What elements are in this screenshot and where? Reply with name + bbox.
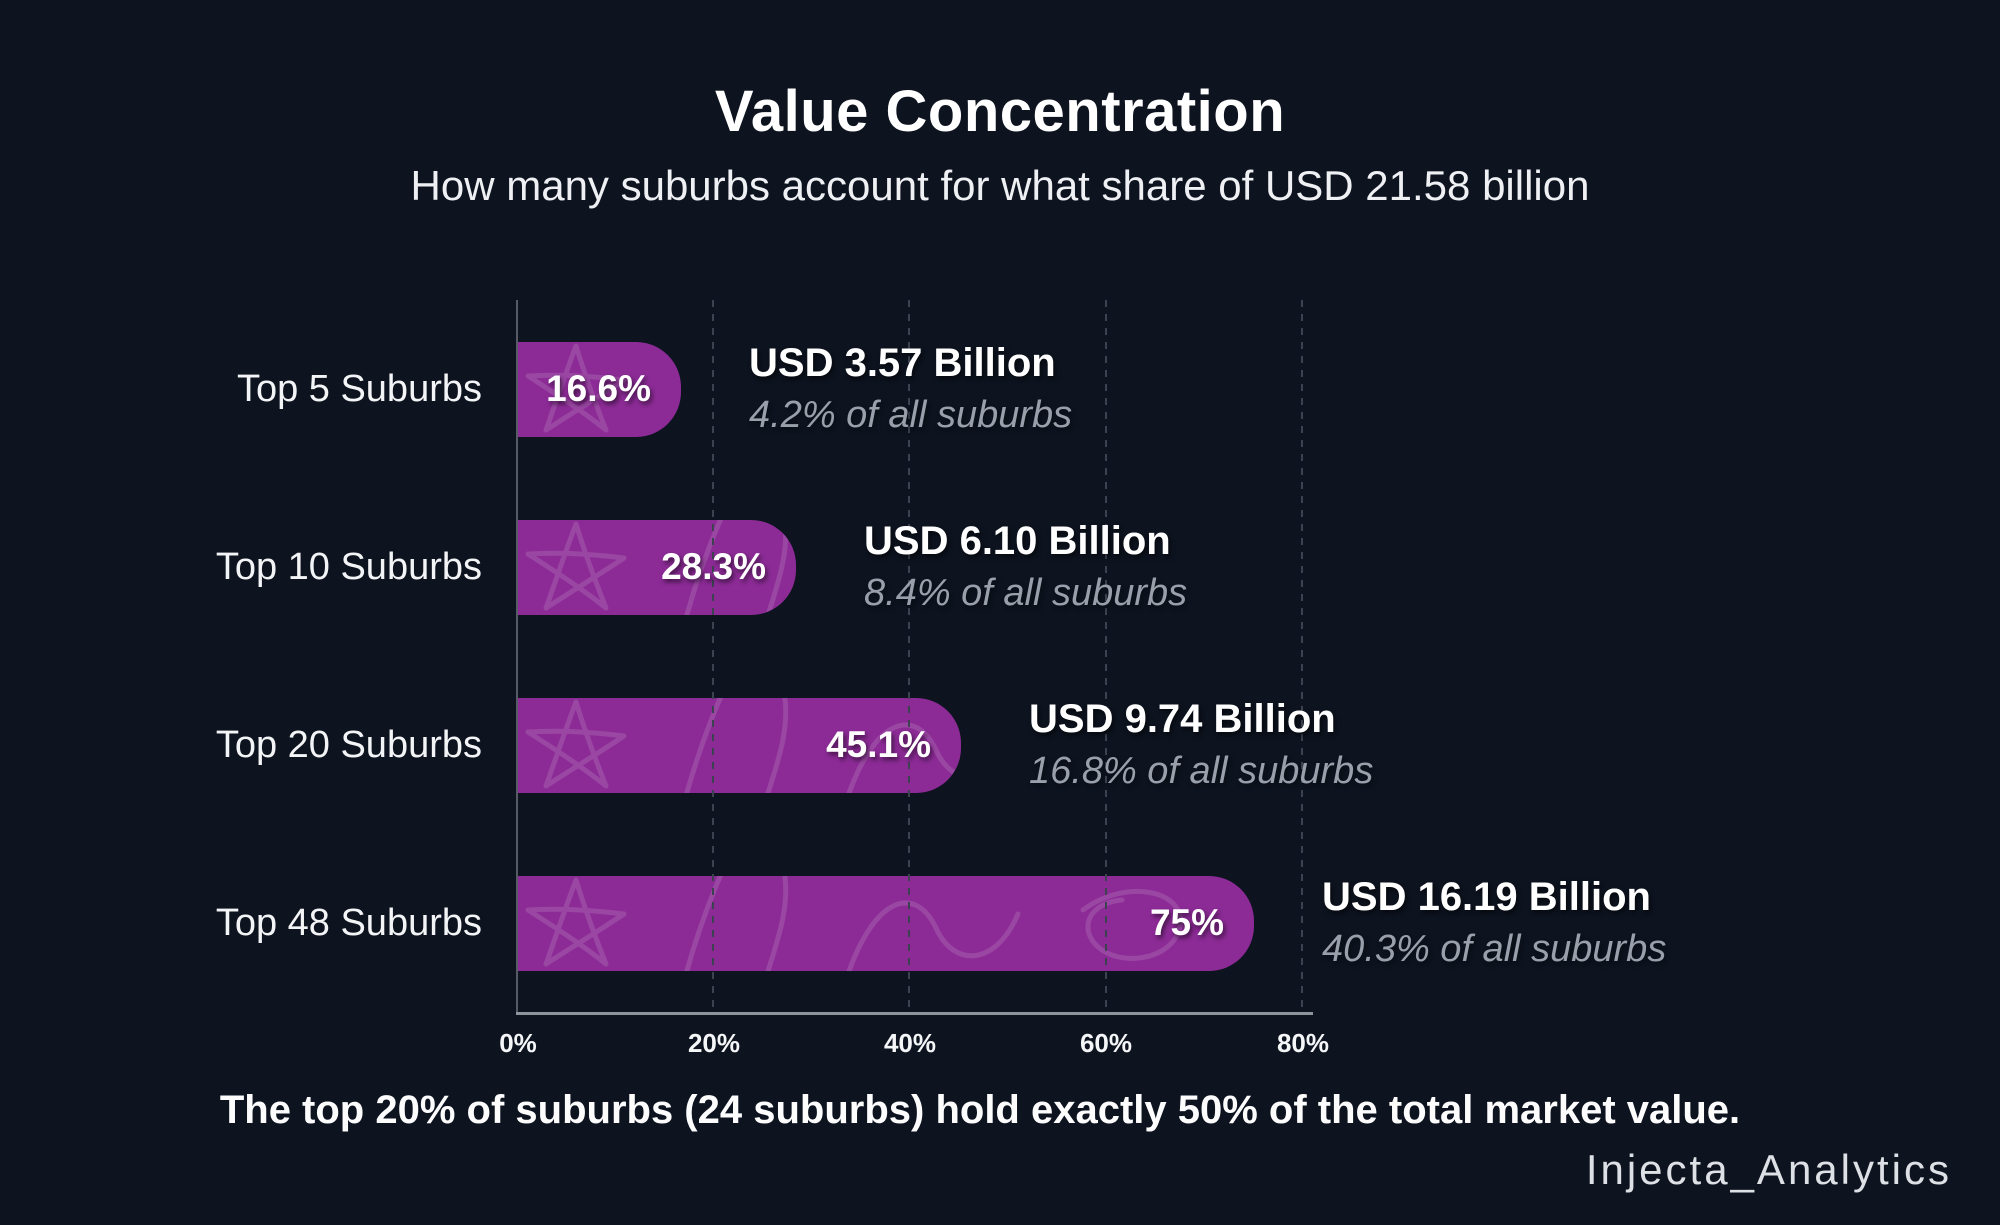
x-tick-label: 60%: [1079, 1028, 1133, 1058]
value-bar: 16.6%: [518, 341, 681, 437]
value-bar: 45.1%: [518, 697, 961, 793]
bar-annotation: USD 16.19 Billion 40.3% of all suburbs: [1322, 875, 1666, 971]
bar-annotation: USD 9.74 Billion 16.8% of all suburbs: [1029, 697, 1373, 793]
watermark-brand: Injecta_Analytics: [1585, 1146, 1952, 1193]
bar-percentage-label: 28.3%: [661, 546, 766, 587]
x-axis-ticks: 0% 20% 40% 60% 80%: [499, 1012, 1329, 1062]
annotation-suburb-share: 8.4% of all suburbs: [864, 572, 1188, 614]
annotation-usd-value: USD 6.10 Billion: [864, 519, 1171, 563]
y-axis-line: [516, 300, 518, 1012]
value-bar: 75%: [518, 875, 1254, 971]
annotation-usd-value: USD 9.74 Billion: [1029, 697, 1336, 741]
annotation-suburb-share: 4.2% of all suburbs: [749, 394, 1073, 436]
annotation-suburb-share: 16.8% of all suburbs: [1029, 750, 1374, 792]
bar-annotation: USD 6.10 Billion 8.4% of all suburbs: [864, 519, 1187, 615]
bar-rows: Top 5 Suburbs 16.6% USD 3.57 Billion 4.2…: [216, 300, 1666, 1012]
x-tick-label: 80%: [1276, 1028, 1330, 1058]
annotation-usd-value: USD 3.57 Billion: [749, 341, 1056, 385]
scribble-doodle-pattern: [518, 876, 1254, 971]
x-axis-baseline: [516, 1012, 1313, 1015]
value-bar: 28.3%: [518, 519, 796, 615]
bar-row-top-48-suburbs: Top 48 Suburbs 75% USD 16.19 Billion 40.…: [216, 834, 1666, 1012]
bar-row-top-10-suburbs: Top 10 Suburbs 28.3% USD 6.10 Billion 8.…: [216, 478, 1310, 656]
annotation-suburb-share: 40.3% of all suburbs: [1322, 928, 1667, 970]
bar-percentage-label: 75%: [1149, 902, 1224, 943]
category-label: Top 20 Suburbs: [215, 723, 482, 766]
bar-row-top-5-suburbs: Top 5 Suburbs 16.6% USD 3.57 Billion 4.2…: [237, 300, 1310, 478]
footer-insight-note: The top 20% of suburbs (24 suburbs) hold…: [219, 1088, 1741, 1132]
x-tick-label: 20%: [687, 1028, 741, 1058]
category-label: Top 48 Suburbs: [215, 901, 482, 944]
annotation-usd-value: USD 16.19 Billion: [1322, 875, 1651, 919]
bar-annotation: USD 3.57 Billion 4.2% of all suburbs: [749, 341, 1072, 437]
value-concentration-bar-chart: Top 5 Suburbs 16.6% USD 3.57 Billion 4.2…: [216, 300, 1666, 1058]
category-label: Top 10 Suburbs: [215, 545, 482, 588]
page-subtitle: How many suburbs account for what share …: [410, 162, 1590, 209]
bar-percentage-label: 16.6%: [546, 368, 651, 409]
x-tick-label: 40%: [883, 1028, 937, 1058]
x-tick-label: 0%: [499, 1028, 537, 1058]
bar-percentage-label: 45.1%: [826, 724, 931, 765]
bar-row-top-20-suburbs: Top 20 Suburbs 45.1% USD 9.74 Billion 16…: [216, 656, 1373, 834]
page-title: Value Concentration: [714, 79, 1286, 144]
category-label: Top 5 Suburbs: [236, 367, 482, 410]
